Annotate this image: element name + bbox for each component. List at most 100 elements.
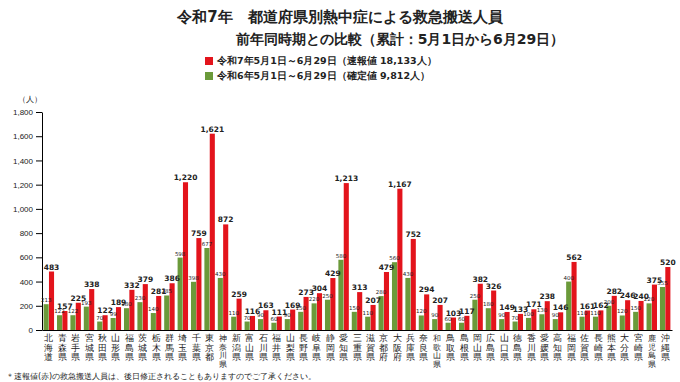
x-tick-label: 愛媛県 — [540, 333, 549, 362]
y-tick-mark — [36, 330, 42, 331]
bar — [625, 300, 630, 330]
data-label: 398 — [188, 275, 199, 281]
data-label: 60 — [458, 316, 465, 322]
data-label: 430 — [215, 271, 226, 277]
x-tick: 静岡県 — [326, 333, 335, 362]
legend-item: 令和7年5月1日～6月29日（速報値 18,133人） — [205, 55, 437, 66]
x-tick-label: 長野県 — [299, 333, 308, 362]
bar — [545, 301, 550, 330]
data-label: 207 — [432, 296, 448, 305]
series-bars — [49, 134, 670, 330]
bar — [464, 316, 469, 330]
bar — [231, 317, 236, 330]
bar — [580, 317, 585, 330]
x-tick: 和歌山県 — [433, 334, 441, 369]
x-tick-label: 高知県 — [553, 333, 562, 362]
data-label: 752 — [405, 230, 421, 239]
bar — [204, 248, 209, 330]
bar — [156, 296, 161, 330]
bar — [312, 303, 317, 330]
bar — [116, 307, 121, 330]
x-tick: 滋賀県 — [366, 333, 375, 362]
bar — [486, 308, 491, 330]
data-label: 120 — [416, 308, 427, 314]
data-label: 250 — [470, 293, 481, 299]
bar — [392, 262, 397, 330]
y-tick-label: 0 — [29, 326, 34, 335]
x-tick-label: 奈良県 — [419, 333, 428, 362]
bar — [633, 312, 638, 330]
bar — [304, 297, 309, 330]
x-tick: 兵庫県 — [406, 333, 415, 362]
data-label: 230 — [135, 295, 146, 301]
bar — [459, 323, 464, 330]
data-label: 220 — [644, 296, 655, 302]
y-tick-mark — [36, 209, 42, 210]
x-tick: 福島県 — [125, 333, 134, 362]
data-label: 238 — [539, 292, 555, 301]
bar — [196, 238, 201, 330]
x-axis: 北海道青森県岩手県宮城県秋田県山形県福島県茨城県栃木県群馬県埼玉県千葉県東京都神… — [43, 331, 673, 369]
bar — [258, 319, 263, 330]
bar — [572, 262, 577, 330]
x-tick: 鳥取県 — [445, 333, 455, 362]
y-tick: 1,400 — [13, 157, 42, 166]
data-label: 120 — [617, 308, 628, 314]
x-tick-label: 三重県 — [353, 333, 362, 362]
data-label: 479 — [379, 263, 395, 272]
y-tick: 200 — [20, 302, 42, 311]
bar — [191, 282, 196, 330]
x-tick: 神奈川県 — [219, 334, 227, 369]
y-tick-mark — [36, 233, 42, 234]
bar — [325, 300, 330, 330]
bars — [44, 134, 671, 330]
y-tick: 400 — [20, 278, 42, 287]
bar — [357, 292, 362, 330]
data-label: 250 — [322, 293, 333, 299]
data-label: 326 — [486, 282, 502, 291]
x-tick: 沖縄県 — [660, 333, 670, 362]
legend-swatch — [205, 57, 213, 65]
bar — [647, 303, 652, 330]
x-tick: 徳島県 — [513, 333, 522, 362]
data-label: 1,220 — [174, 173, 198, 182]
bar — [285, 319, 290, 330]
data-label: 280 — [376, 289, 387, 295]
bar — [620, 315, 625, 330]
data-label: 759 — [191, 229, 207, 238]
bar — [553, 319, 558, 330]
bar — [432, 319, 437, 330]
data-label: 430 — [403, 271, 414, 277]
x-tick-label: 山梨県 — [286, 333, 295, 362]
x-tick-label: 鹿児島県 — [648, 334, 656, 369]
data-label: 130 — [537, 307, 548, 313]
x-tick-label: 石川県 — [259, 333, 268, 362]
x-tick-label: 栃木県 — [152, 333, 161, 362]
y-tick-mark — [36, 257, 42, 258]
data-label: 200 — [604, 299, 615, 305]
legend-swatch — [205, 72, 213, 80]
y-tick-label: 800 — [20, 229, 34, 238]
data-label: 150 — [349, 305, 360, 311]
data-label: 90 — [431, 312, 438, 318]
data-label: 580 — [336, 253, 347, 259]
bar — [593, 317, 598, 330]
bar — [438, 305, 443, 330]
bar — [290, 310, 295, 330]
x-tick: 京都府 — [379, 333, 388, 362]
bar — [277, 317, 282, 330]
data-label: 70 — [244, 315, 251, 321]
y-axis: 02004006008001,0001,2001,4001,6001,800 — [13, 108, 43, 335]
x-tick: 宮崎県 — [634, 333, 643, 362]
data-label: 150 — [295, 305, 306, 311]
x-tick: 岐阜県 — [312, 333, 321, 362]
x-tick: 栃木県 — [152, 333, 161, 362]
bar — [57, 315, 62, 330]
x-tick-label: 福島県 — [125, 333, 134, 362]
data-label: 110 — [590, 310, 601, 316]
bar — [513, 322, 518, 330]
x-tick-label: 秋田県 — [98, 333, 107, 362]
y-tick-label: 200 — [20, 302, 34, 311]
bar — [446, 323, 451, 330]
x-tick: 広島県 — [486, 333, 495, 362]
